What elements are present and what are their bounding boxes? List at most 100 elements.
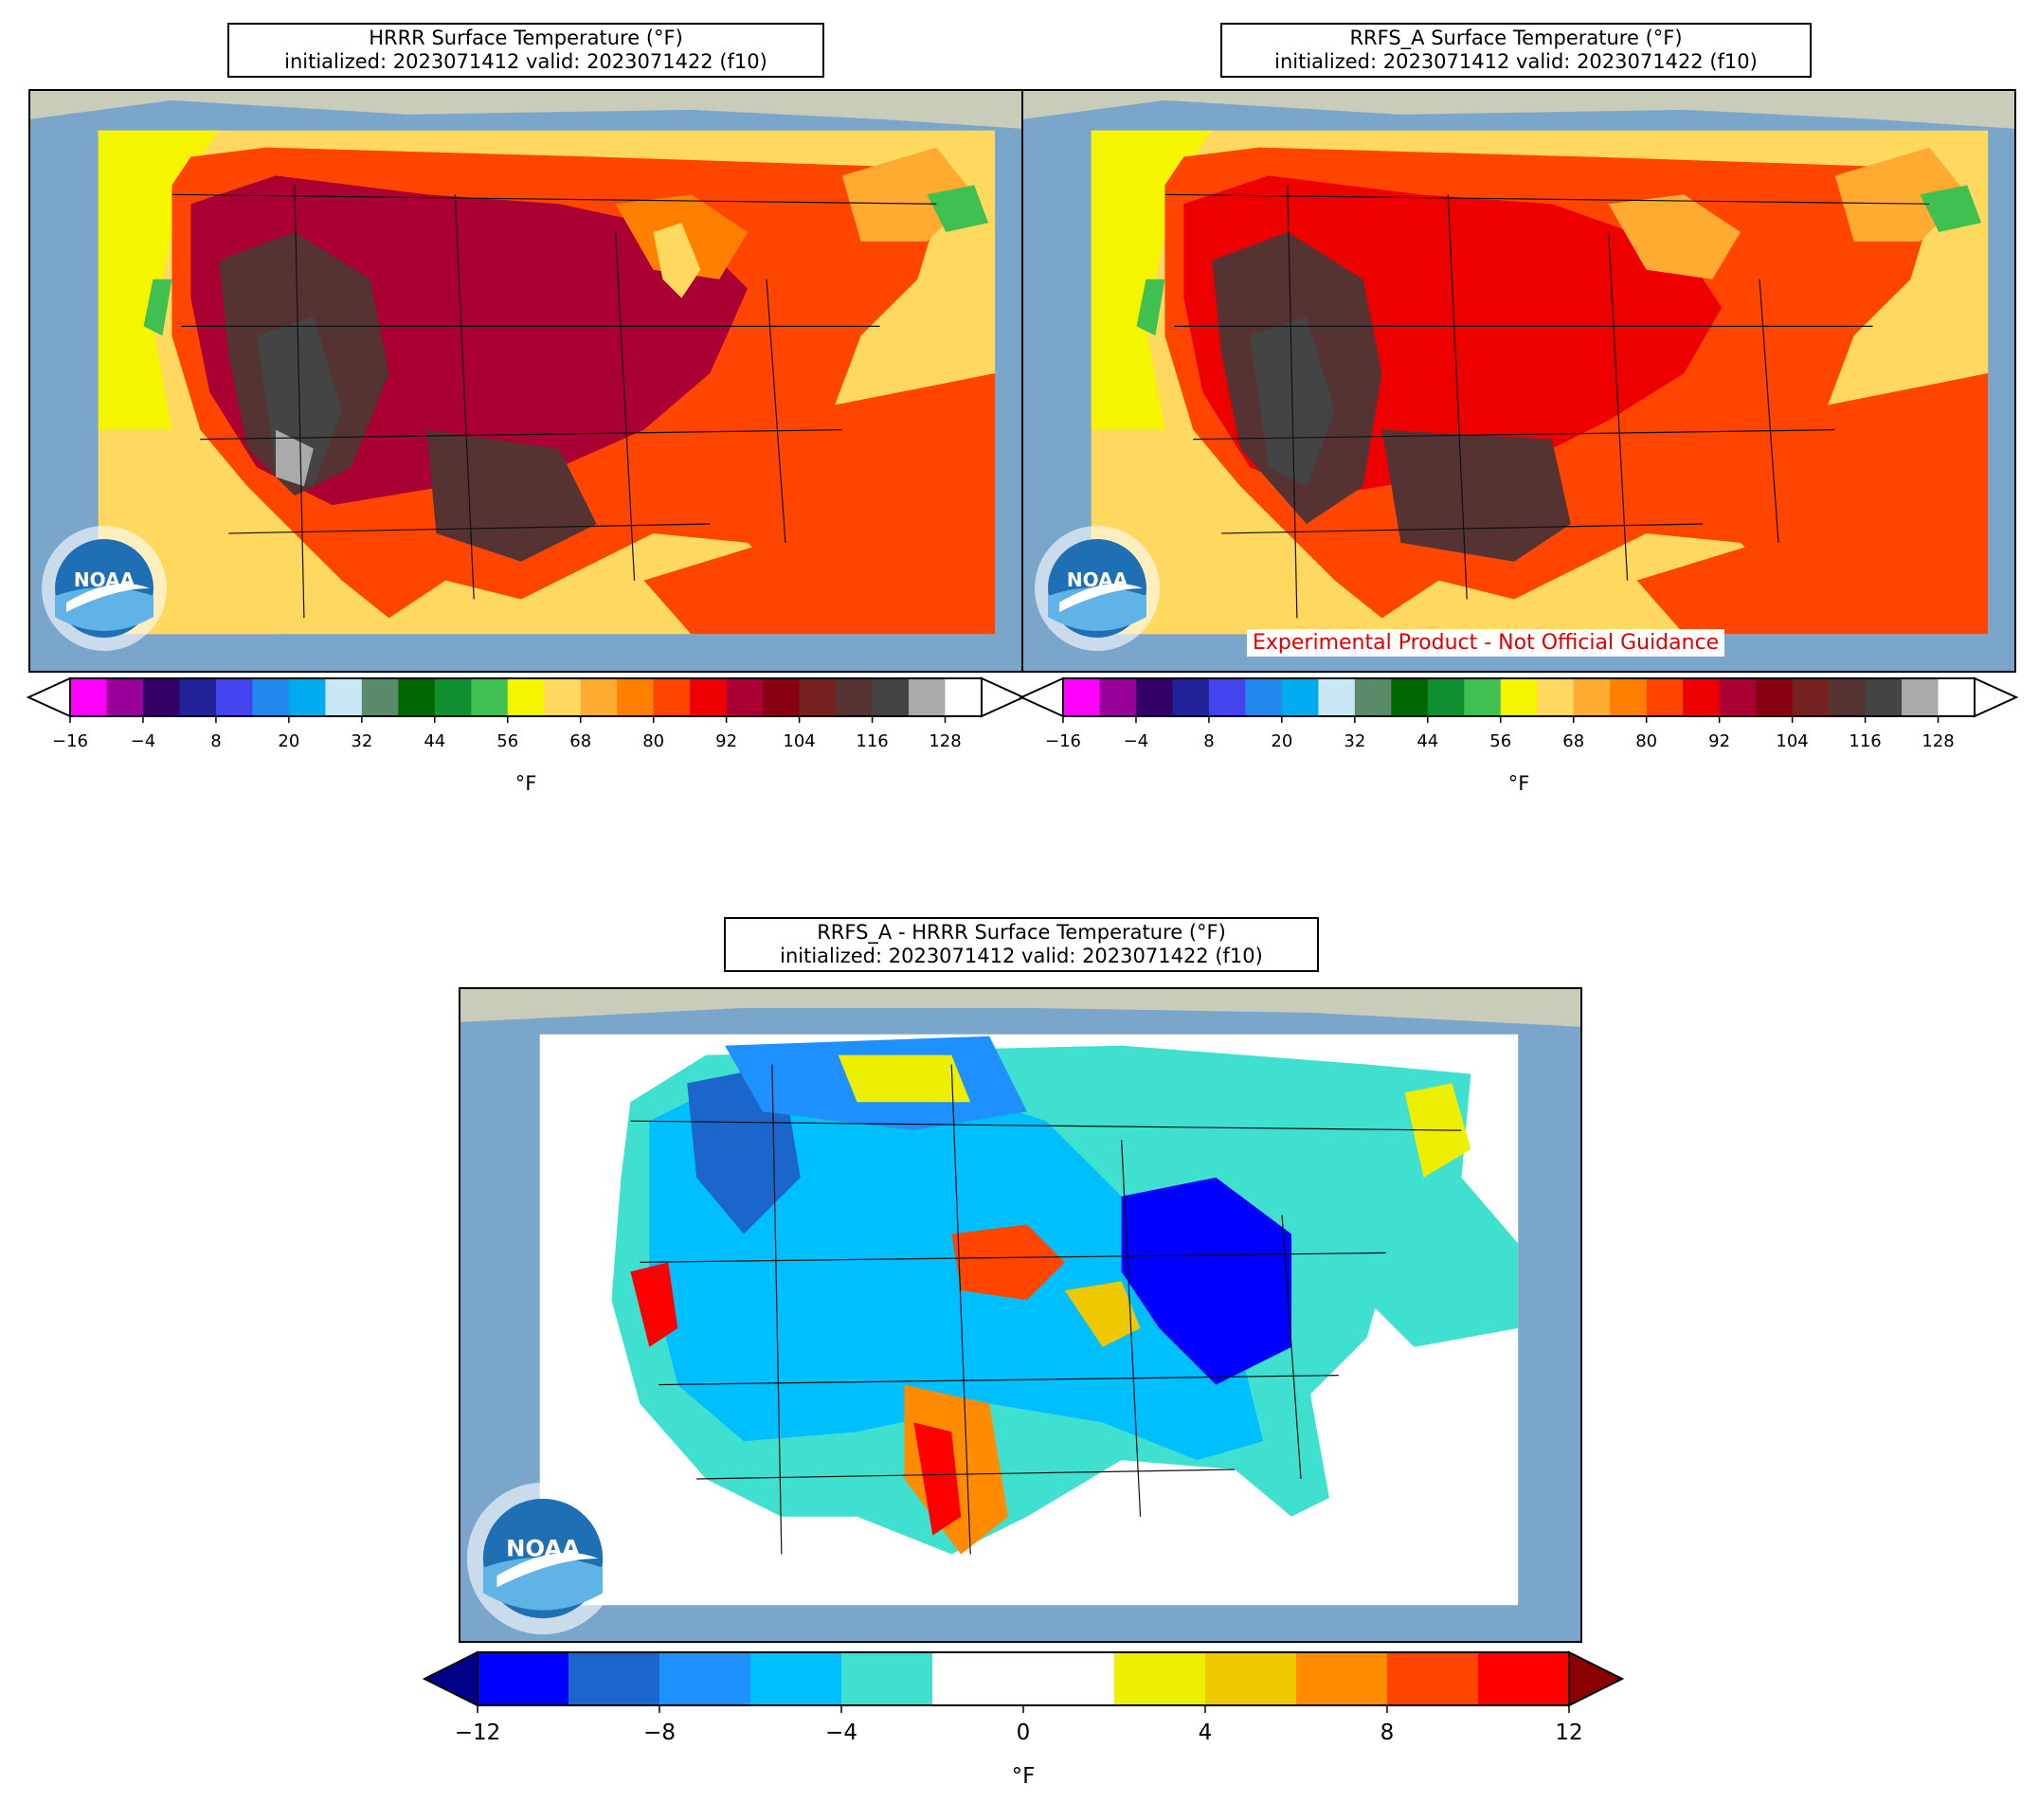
colorbar-segment — [1719, 678, 1757, 716]
colorbar-tick-label: −4 — [1124, 731, 1149, 751]
colorbar-tick-label: −16 — [52, 731, 88, 751]
colorbar-segment — [507, 678, 545, 716]
colorbar-segment — [142, 678, 180, 716]
colorbar-segment — [568, 1652, 660, 1705]
colorbar-tick-label: 56 — [496, 731, 518, 751]
colorbar-tick-label: 68 — [1562, 731, 1584, 751]
colorbar-tick-label: 0 — [1017, 1721, 1031, 1745]
colorbar-segment — [932, 1652, 1024, 1705]
rrfs-a-temperature-map: NOAA Experimental Product - Not Official… — [1021, 89, 2016, 673]
rrfs-colorbar-graphic: −16 −4 8 20 32 44 56 68 80 92 104 116 128 °F — [1019, 676, 2019, 795]
colorbar-segment — [750, 1652, 842, 1705]
colorbar-segment — [1902, 678, 1940, 716]
colorbar-segment — [434, 678, 472, 716]
noaa-logo-text: NOAA — [506, 1535, 580, 1562]
colorbar-segment — [872, 678, 910, 716]
difference-colorbar-graphic: −12 −8 −4 0 4 8 12 °F — [422, 1650, 1625, 1789]
experimental-disclaimer: Experimental Product - Not Official Guid… — [1247, 629, 1725, 657]
colorbar-segment — [659, 1652, 751, 1705]
colorbar-tick-label: −4 — [131, 731, 156, 751]
colorbar-segment — [215, 678, 253, 716]
colorbar-segment — [836, 678, 874, 716]
colorbar-segment — [1792, 678, 1830, 716]
colorbar-tick-label: −4 — [825, 1721, 857, 1745]
colorbar-segment — [1172, 678, 1210, 716]
colorbar-segment — [1829, 678, 1867, 716]
colorbar-over-arrow — [1568, 1650, 1625, 1707]
colorbar-segment — [1318, 678, 1356, 716]
panel-2-title: RRFS_A Surface Temperature (°F) initiali… — [1220, 23, 1812, 78]
colorbar-segment — [1354, 678, 1392, 716]
colorbar-segment — [799, 678, 837, 716]
colorbar-tick-label: 20 — [278, 731, 299, 751]
rrfs-a-temperature-colorbar: −16 −4 8 20 32 44 56 68 80 92 104 116 128 °F — [1019, 675, 2019, 807]
colorbar-segment — [1208, 678, 1246, 716]
colorbar-unit-label: °F — [1508, 772, 1530, 795]
colorbar-segment — [288, 678, 326, 716]
colorbar-segment — [841, 1652, 933, 1705]
panel-2-title-line2: initialized: 2023071412 valid: 202307142… — [1274, 50, 1758, 73]
noaa-logo-text: NOAA — [74, 568, 135, 591]
colorbar-segment — [726, 678, 764, 716]
colorbar-segment — [653, 678, 691, 716]
colorbar-segment — [1865, 678, 1903, 716]
noaa-logo: NOAA — [1031, 522, 1164, 655]
panel-2-title-line1: RRFS_A Surface Temperature (°F) — [1349, 27, 1683, 49]
colorbar-segment — [690, 678, 728, 716]
colorbar-tick-label: 44 — [1416, 731, 1438, 751]
colorbar-segment — [1427, 678, 1465, 716]
colorbar-tick-label: 4 — [1199, 1721, 1213, 1745]
colorbar-segment — [1205, 1652, 1297, 1705]
colorbar-tick-label: −8 — [643, 1721, 676, 1745]
colorbar-segment — [325, 678, 363, 716]
colorbar-segment — [471, 678, 509, 716]
colorbar-segment — [1646, 678, 1684, 716]
hrrr-temperature-map: NOAA — [28, 89, 1023, 673]
panel-3-title-line1: RRFS_A - HRRR Surface Temperature (°F) — [817, 921, 1226, 944]
colorbar-over-arrow — [981, 676, 1026, 718]
hrrr-map-graphic — [30, 91, 1021, 671]
colorbar-tick-label: 128 — [1922, 731, 1954, 751]
noaa-logo: NOAA — [462, 1478, 623, 1639]
colorbar-segment — [945, 678, 982, 716]
colorbar-outline — [69, 677, 983, 717]
panel-3-title-line2: initialized: 2023071412 valid: 202307142… — [780, 945, 1263, 967]
noaa-logo-text: NOAA — [1067, 568, 1128, 591]
colorbar-tick-label: 104 — [1776, 731, 1808, 751]
colorbar-tick-label: 92 — [715, 731, 737, 751]
colorbar-tick-label: 80 — [642, 731, 664, 751]
colorbar-segment — [909, 678, 947, 716]
panel-1-title-line1: HRRR Surface Temperature (°F) — [369, 27, 683, 49]
colorbar-tick-label: 128 — [929, 731, 961, 751]
colorbar-tick-label: 104 — [783, 731, 815, 751]
colorbar-tick-label: 44 — [424, 731, 445, 751]
panel-3-title: RRFS_A - HRRR Surface Temperature (°F) i… — [724, 917, 1319, 972]
colorbar-segment — [70, 678, 107, 716]
colorbar-tick-label: 32 — [1344, 731, 1365, 751]
colorbar-segment — [1296, 1652, 1388, 1705]
colorbar-segment — [106, 678, 144, 716]
colorbar-segment — [1573, 678, 1611, 716]
colorbar-segment — [1938, 678, 1975, 716]
colorbar-segment — [1135, 678, 1173, 716]
colorbar-segment — [179, 678, 217, 716]
colorbar-tick-label: 8 — [1203, 731, 1214, 751]
panel-1-title: HRRR Surface Temperature (°F) initialize… — [227, 23, 824, 78]
colorbar-segment — [1756, 678, 1794, 716]
colorbar-segment — [617, 678, 655, 716]
colorbar-segment — [1500, 678, 1538, 716]
colorbar-segment — [1281, 678, 1319, 716]
colorbar-segment — [1391, 678, 1429, 716]
colorbar-segment — [1099, 678, 1137, 716]
colorbar-tick-label: 20 — [1271, 731, 1292, 751]
colorbar-segment — [1387, 1652, 1479, 1705]
colorbar-tick-label: 8 — [1380, 1721, 1395, 1745]
colorbar-segment — [1537, 678, 1575, 716]
colorbar-tick-label: 32 — [351, 731, 372, 751]
colorbar-under-arrow — [1019, 676, 1064, 718]
colorbar-segment — [478, 1652, 569, 1705]
colorbar-unit-label: °F — [1012, 1764, 1036, 1789]
colorbar-tick-label: 80 — [1635, 731, 1657, 751]
colorbar-segment — [1478, 1652, 1570, 1705]
colorbar-under-arrow — [422, 1650, 478, 1707]
